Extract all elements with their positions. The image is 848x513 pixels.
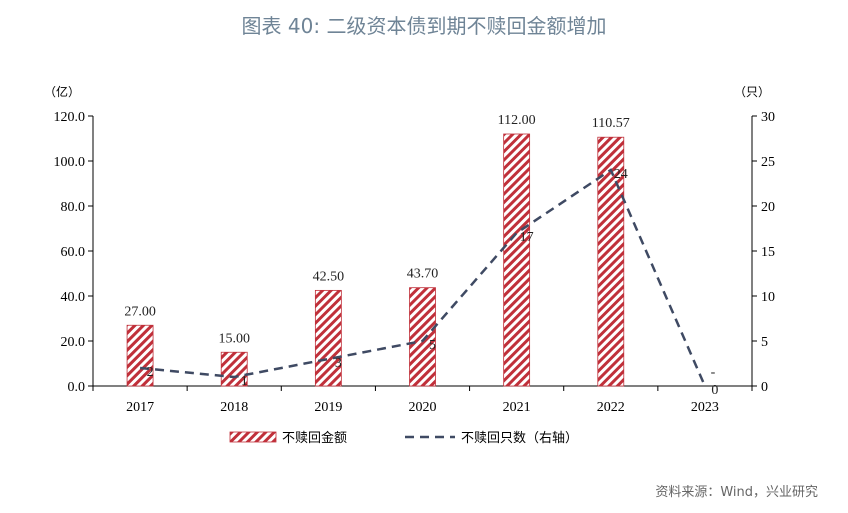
bar-value-label: - xyxy=(711,365,716,380)
bar xyxy=(597,136,625,387)
right-tick-label: 15 xyxy=(761,245,775,260)
line-value-label: 24 xyxy=(614,167,628,182)
x-tick-label: 2020 xyxy=(409,400,437,415)
left-tick-label: 120.0 xyxy=(54,110,86,125)
bar-value-label: 27.00 xyxy=(124,304,156,319)
bar xyxy=(314,289,342,387)
right-tick-label: 0 xyxy=(761,380,768,395)
x-tick-label: 2022 xyxy=(597,400,625,415)
bar xyxy=(220,351,248,387)
x-tick-label: 2019 xyxy=(314,400,342,415)
bar-value-label: 42.50 xyxy=(313,269,345,284)
right-tick-label: 30 xyxy=(761,110,775,125)
left-axis-unit: （亿） xyxy=(44,84,80,99)
bar-value-label: 110.57 xyxy=(592,116,630,131)
right-tick-label: 5 xyxy=(761,335,768,350)
left-tick-label: 0.0 xyxy=(68,380,86,395)
bar xyxy=(409,287,436,387)
line-value-label: 3 xyxy=(335,356,342,371)
chart-title: 图表 40: 二级资本债到期不赎回金额增加 xyxy=(241,14,607,38)
left-tick-label: 80.0 xyxy=(61,200,86,215)
left-tick-label: 40.0 xyxy=(61,290,86,305)
line-value-label: 1 xyxy=(241,374,248,389)
bar xyxy=(126,324,154,387)
right-tick-label: 10 xyxy=(761,290,775,305)
x-tick-label: 2018 xyxy=(220,400,248,415)
line-series xyxy=(139,168,707,387)
legend-swatch-bar xyxy=(229,431,277,443)
left-tick-label: 60.0 xyxy=(61,245,86,260)
line-value-label: 17 xyxy=(520,230,534,245)
legend-label-bar: 不赎回金额 xyxy=(282,430,347,446)
x-tick-label: 2023 xyxy=(691,400,719,415)
axes: 0.020.040.060.080.0100.0120.005101520253… xyxy=(44,84,775,415)
bar-value-label: 112.00 xyxy=(498,113,536,128)
line-value-label: 5 xyxy=(429,338,436,353)
left-tick-label: 100.0 xyxy=(54,155,86,170)
right-tick-label: 25 xyxy=(761,155,775,170)
legend-label-line: 不赎回只数（右轴） xyxy=(461,431,578,446)
data-labels: 27.00 15.00 42.50 43.70 112.00 110.57 - 2 1 3 5 17 2… xyxy=(124,113,718,398)
bar-value-label: 15.00 xyxy=(218,331,250,346)
right-tick-label: 20 xyxy=(761,200,775,215)
x-tick-label: 2017 xyxy=(126,400,154,415)
line-value-label: 0 xyxy=(711,383,718,398)
count-line xyxy=(139,168,707,387)
legend: 不赎回金额 不赎回只数（右轴） xyxy=(229,430,578,446)
bar-value-label: 43.70 xyxy=(407,267,439,282)
line-value-label: 2 xyxy=(147,365,154,380)
bars xyxy=(126,133,625,387)
left-tick-label: 20.0 xyxy=(61,335,86,350)
x-tick-label: 2021 xyxy=(503,400,531,415)
source-note: 资料来源：Wind，兴业研究 xyxy=(655,485,818,500)
bar xyxy=(503,133,531,387)
right-axis-unit: （只） xyxy=(734,85,770,99)
